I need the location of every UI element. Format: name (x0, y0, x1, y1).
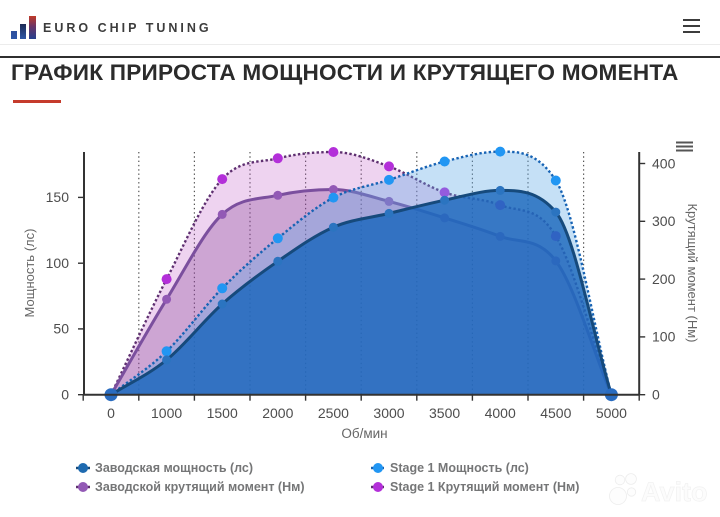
svg-text:5000: 5000 (596, 405, 627, 421)
svg-text:Об/мин: Об/мин (341, 426, 387, 441)
svg-text:3500: 3500 (429, 405, 460, 421)
svg-text:50: 50 (53, 321, 69, 337)
svg-text:4000: 4000 (485, 405, 516, 421)
svg-text:Крутящий момент (Нм): Крутящий момент (Нм) (685, 203, 700, 342)
svg-text:400: 400 (652, 155, 676, 171)
svg-text:4500: 4500 (540, 405, 571, 421)
svg-text:0: 0 (107, 405, 115, 421)
svg-text:1000: 1000 (151, 405, 182, 421)
svg-text:0: 0 (61, 387, 69, 403)
svg-text:100: 100 (46, 255, 70, 271)
svg-text:Avito: Avito (641, 477, 708, 507)
svg-text:3000: 3000 (373, 405, 404, 421)
svg-text:300: 300 (652, 213, 676, 229)
svg-text:Мощность (лс): Мощность (лс) (22, 229, 37, 318)
svg-text:0: 0 (652, 387, 660, 403)
svg-text:2500: 2500 (318, 405, 349, 421)
svg-text:200: 200 (652, 271, 676, 287)
svg-text:100: 100 (652, 329, 676, 345)
svg-text:2000: 2000 (262, 405, 293, 421)
svg-text:150: 150 (46, 189, 70, 205)
svg-text:1500: 1500 (207, 405, 238, 421)
